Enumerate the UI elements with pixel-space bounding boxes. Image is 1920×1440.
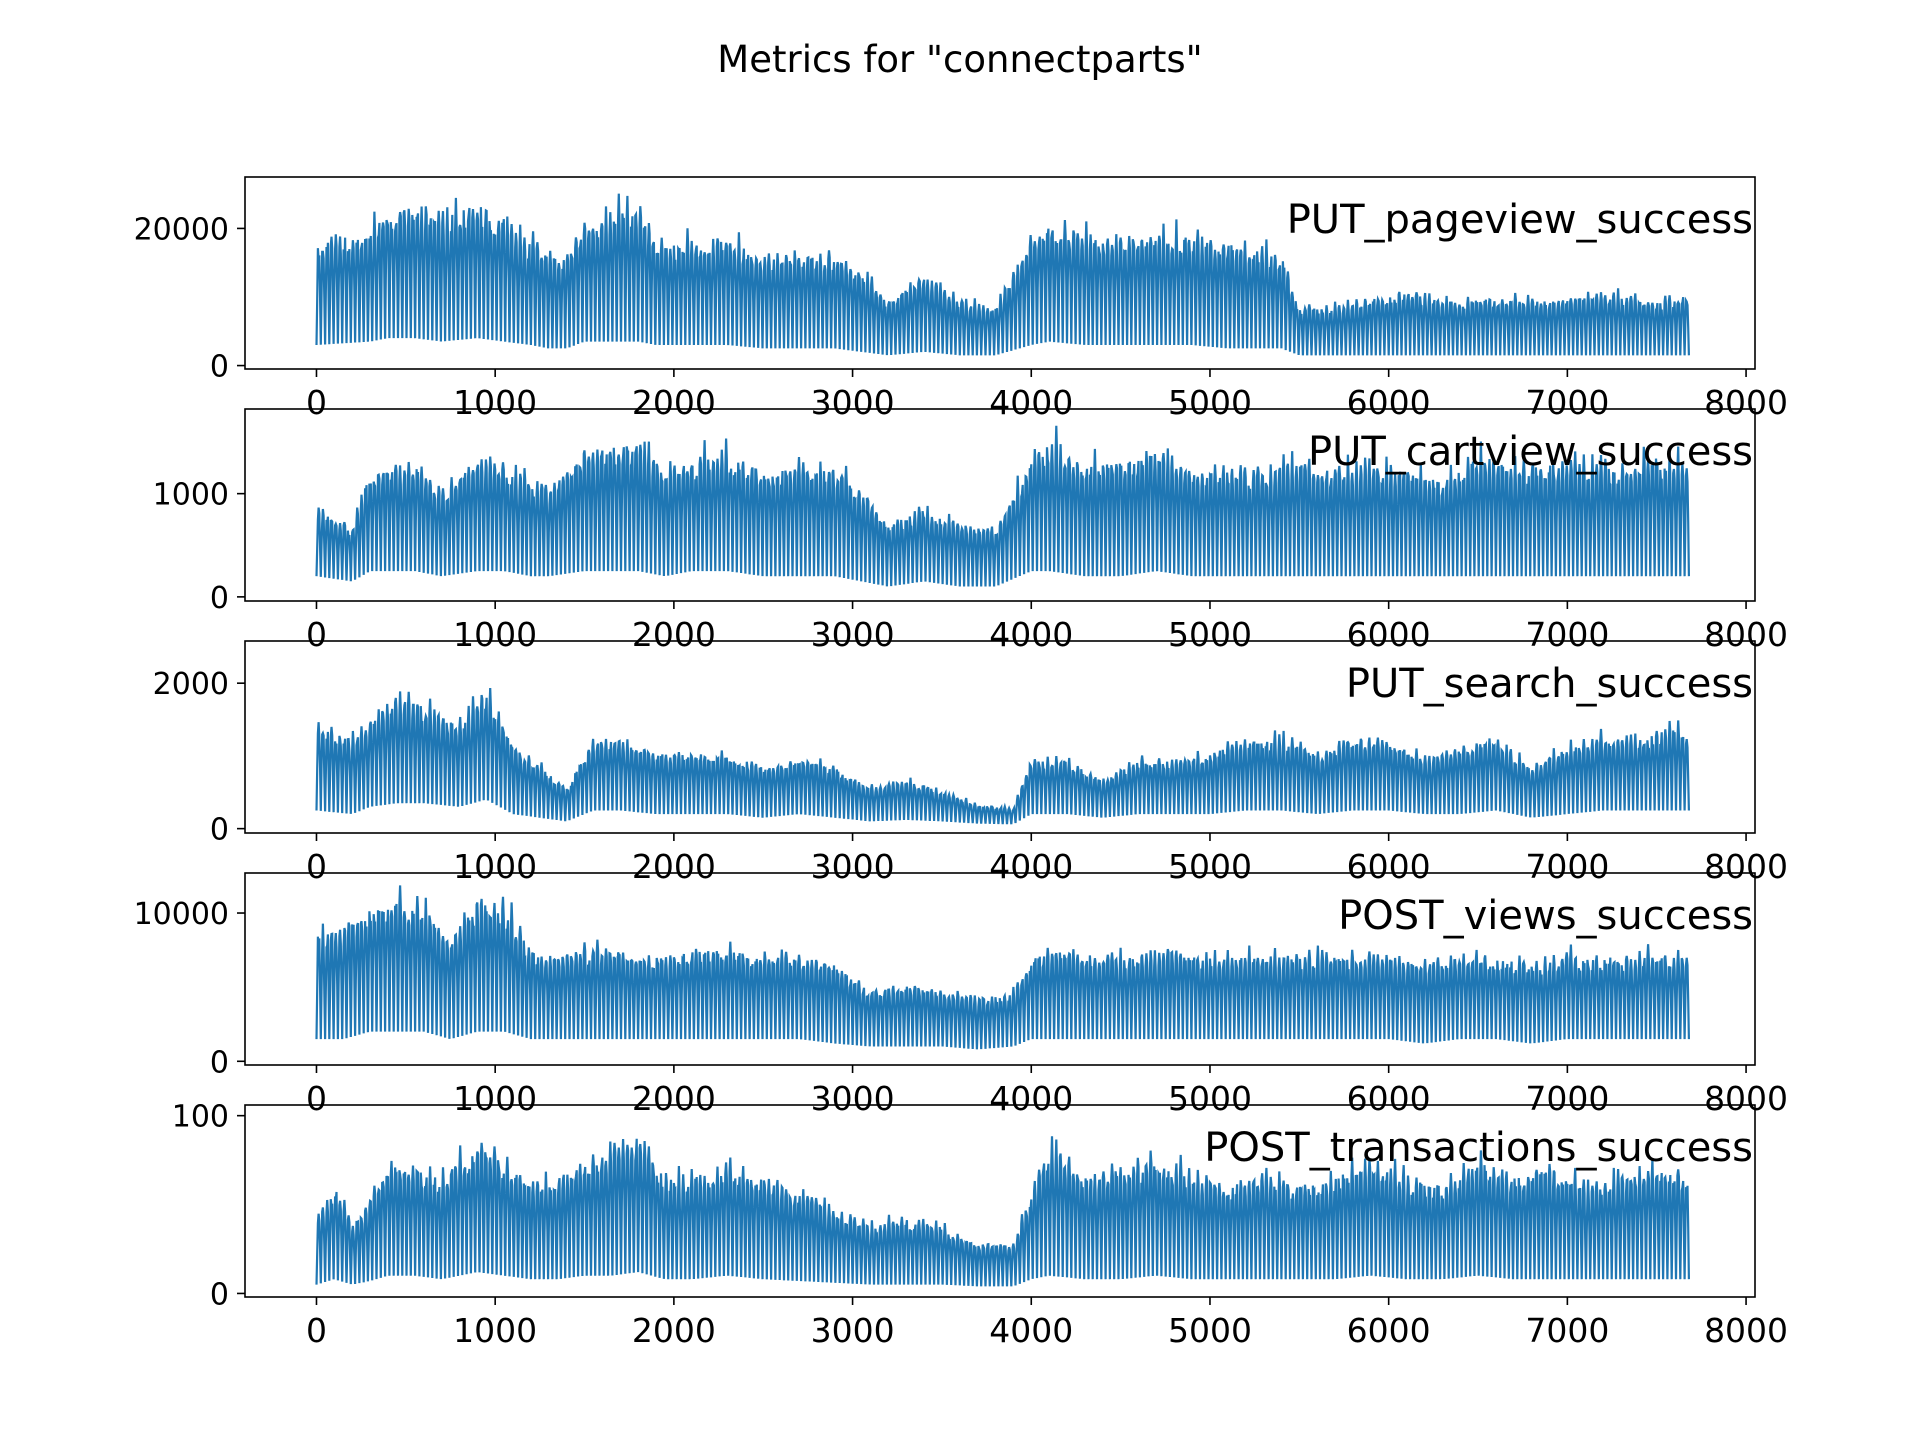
x-tick-label: 1000: [453, 1311, 537, 1350]
series-label: POST_transactions_success: [1204, 1125, 1753, 1171]
x-tick-label: 7000: [1525, 615, 1609, 654]
x-tick-label: 8000: [1704, 847, 1788, 886]
y-tick-label: 1000: [153, 478, 229, 513]
x-tick-label: 7000: [1525, 383, 1609, 422]
x-tick-label: 3000: [811, 1311, 895, 1350]
subplot-POST_views_success: 0 1000 2000 3000 4000 5000 6000 7000 8000 0 10000 P…: [134, 872, 1788, 1118]
x-tick-label: 0: [306, 847, 327, 886]
x-tick-label: 4000: [989, 1079, 1073, 1118]
x-tick-label: 0: [306, 615, 327, 654]
x-tick-label: 2000: [632, 615, 716, 654]
x-tick-label: 1000: [453, 847, 537, 886]
y-tick-label: 0: [210, 1277, 229, 1312]
y-tick-label: 0: [210, 813, 229, 848]
x-tick-label: 4000: [989, 847, 1073, 886]
x-tick-label: 2000: [632, 383, 716, 422]
x-tick-label: 0: [306, 1079, 327, 1118]
x-tick-label: 8000: [1704, 1311, 1788, 1350]
subplot-PUT_pageview_success: 0 1000 2000 3000 4000 5000 6000 7000 8000 0 20000 P…: [134, 176, 1788, 422]
series-line-POST_transactions_success: [315, 1136, 1690, 1287]
series-label: PUT_pageview_success: [1287, 197, 1753, 243]
x-tick-label: 0: [306, 383, 327, 422]
x-tick-label: 4000: [989, 615, 1073, 654]
series-label: PUT_search_success: [1346, 661, 1753, 707]
x-tick-label: 4000: [989, 1311, 1073, 1350]
x-tick-label: 7000: [1525, 1311, 1609, 1350]
x-tick-label: 3000: [811, 1079, 895, 1118]
series-label: POST_views_success: [1338, 893, 1753, 939]
subplot-PUT_cartview_success: 0 1000 2000 3000 4000 5000 6000 7000 8000 0 1000 PU…: [153, 408, 1788, 654]
y-tick-label: 0: [210, 350, 229, 385]
x-tick-label: 8000: [1704, 615, 1788, 654]
x-tick-label: 4000: [989, 383, 1073, 422]
x-tick-label: 5000: [1168, 847, 1252, 886]
x-tick-label: 1000: [453, 615, 537, 654]
x-tick-label: 5000: [1168, 1079, 1252, 1118]
axes-frame: [244, 176, 1756, 370]
x-tick-label: 2000: [632, 847, 716, 886]
x-tick-label: 8000: [1704, 1079, 1788, 1118]
x-tick-label: 1000: [453, 1079, 537, 1118]
series-label: PUT_cartview_success: [1308, 429, 1753, 475]
x-tick-label: 3000: [811, 847, 895, 886]
series-line-PUT_cartview_success: [315, 425, 1690, 587]
y-tick-label: 2000: [153, 667, 229, 702]
x-tick-label: 2000: [632, 1311, 716, 1350]
axes-frame: [244, 640, 1756, 834]
y-tick-label: 0: [210, 581, 229, 616]
y-tick-label: 10000: [134, 897, 229, 932]
y-tick-label: 20000: [134, 212, 229, 247]
x-tick-label: 6000: [1347, 1079, 1431, 1118]
subplot-POST_transactions_success: 0 1000 2000 3000 4000 5000 6000 7000 8000 0 100 POS…: [172, 1100, 1788, 1350]
x-tick-label: 0: [306, 1311, 327, 1350]
x-tick-label: 2000: [632, 1079, 716, 1118]
x-tick-label: 6000: [1347, 615, 1431, 654]
x-tick-label: 6000: [1347, 383, 1431, 422]
x-tick-label: 3000: [811, 383, 895, 422]
series-line-POST_views_success: [315, 885, 1690, 1050]
y-tick-label: 100: [172, 1100, 229, 1135]
x-tick-label: 6000: [1347, 847, 1431, 886]
x-tick-label: 5000: [1168, 383, 1252, 422]
series-line-PUT_pageview_success: [315, 193, 1690, 356]
x-tick-label: 5000: [1168, 615, 1252, 654]
x-tick-label: 6000: [1347, 1311, 1431, 1350]
figure-title: Metrics for "connectparts": [717, 38, 1202, 81]
x-tick-label: 1000: [453, 383, 537, 422]
x-tick-label: 3000: [811, 615, 895, 654]
axes-frame: [244, 408, 1756, 602]
x-tick-label: 5000: [1168, 1311, 1252, 1350]
series-line-PUT_search_success: [315, 687, 1690, 825]
axes-frame: [244, 872, 1756, 1066]
x-tick-label: 8000: [1704, 383, 1788, 422]
y-tick-label: 0: [210, 1045, 229, 1080]
axes-frame: [244, 1104, 1756, 1298]
subplot-PUT_search_success: 0 1000 2000 3000 4000 5000 6000 7000 8000 0 2000 PU…: [153, 640, 1788, 886]
x-tick-label: 7000: [1525, 1079, 1609, 1118]
x-tick-label: 7000: [1525, 847, 1609, 886]
